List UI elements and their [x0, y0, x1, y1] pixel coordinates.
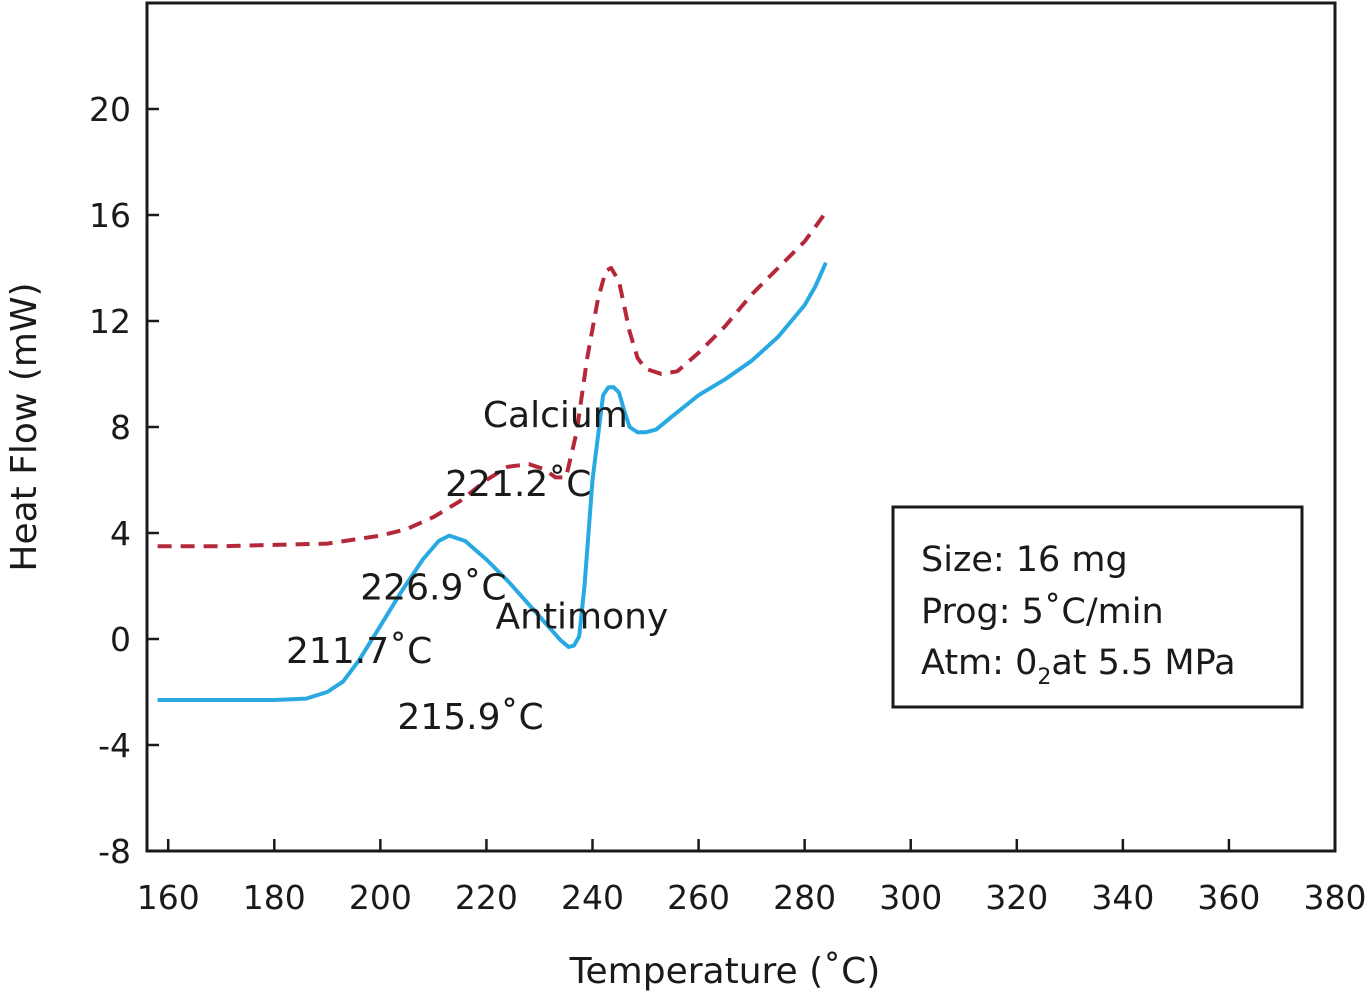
x-tick-label: 220: [455, 878, 518, 917]
y-tick-label: 0: [110, 620, 131, 659]
annotation-label: Calcium: [483, 395, 628, 436]
x-tick-label: 320: [985, 878, 1048, 917]
info-size: Size: 16 mg: [921, 540, 1128, 580]
y-tick-label: 12: [89, 302, 131, 341]
info-box: Size: 16 mg Prog: 5˚C/min Atm: 02at 5.5 …: [891, 505, 1304, 709]
annotation-label: 221.2˚C: [445, 464, 591, 505]
y-axis: -8 -4 0 4 8 12 16 20: [89, 90, 159, 871]
x-tick-label: 200: [349, 878, 412, 917]
annotation-label: 215.9˚C: [397, 697, 543, 738]
x-tick-label: 280: [773, 878, 836, 917]
x-tick-label: 380: [1304, 878, 1367, 917]
y-tick-label: 20: [89, 90, 131, 129]
series-line-antimony: [157, 261, 828, 702]
x-tick-label: 180: [243, 878, 306, 917]
y-tick-label: 16: [89, 196, 131, 235]
annotation-label: 226.9˚C: [360, 567, 506, 608]
annotation-label: Antimony: [496, 596, 669, 637]
x-tick-label: 340: [1091, 878, 1154, 917]
y-tick-label: -4: [98, 726, 131, 765]
annotation-label: 211.7˚C: [286, 631, 432, 672]
info-box-frame: [891, 505, 1304, 709]
x-tick-label: 240: [561, 878, 624, 917]
series-layer: [157, 211, 828, 702]
x-tick-label: 260: [667, 878, 730, 917]
info-atm-prefix: Atm: 0: [921, 643, 1037, 683]
y-tick-label: -8: [98, 832, 131, 871]
info-prog: Prog: 5˚C/min: [921, 591, 1164, 632]
y-axis-title: Heat Flow (mW): [4, 282, 45, 571]
info-atm-suffix: at 5.5 MPa: [1051, 643, 1235, 683]
y-tick-label: 4: [110, 514, 131, 553]
info-atm: Atm: 02at 5.5 MPa: [921, 643, 1236, 690]
plot-frame: [145, 1, 1337, 853]
x-tick-label: 300: [879, 878, 942, 917]
x-tick-label: 160: [137, 878, 200, 917]
series-line-calcium: [157, 211, 828, 549]
info-atm-subscript: 2: [1037, 665, 1051, 690]
y-tick-label: 8: [110, 408, 131, 447]
x-axis-title: Temperature (˚C): [569, 951, 881, 992]
annotation-layer: Calcium 221.2˚C 226.9˚C 211.7˚C 215.9˚C Antim…: [286, 395, 668, 738]
x-axis: 160 180 200 220 240 260 280 300 320 340 360 380: [137, 839, 1367, 917]
x-tick-label: 360: [1197, 878, 1260, 917]
